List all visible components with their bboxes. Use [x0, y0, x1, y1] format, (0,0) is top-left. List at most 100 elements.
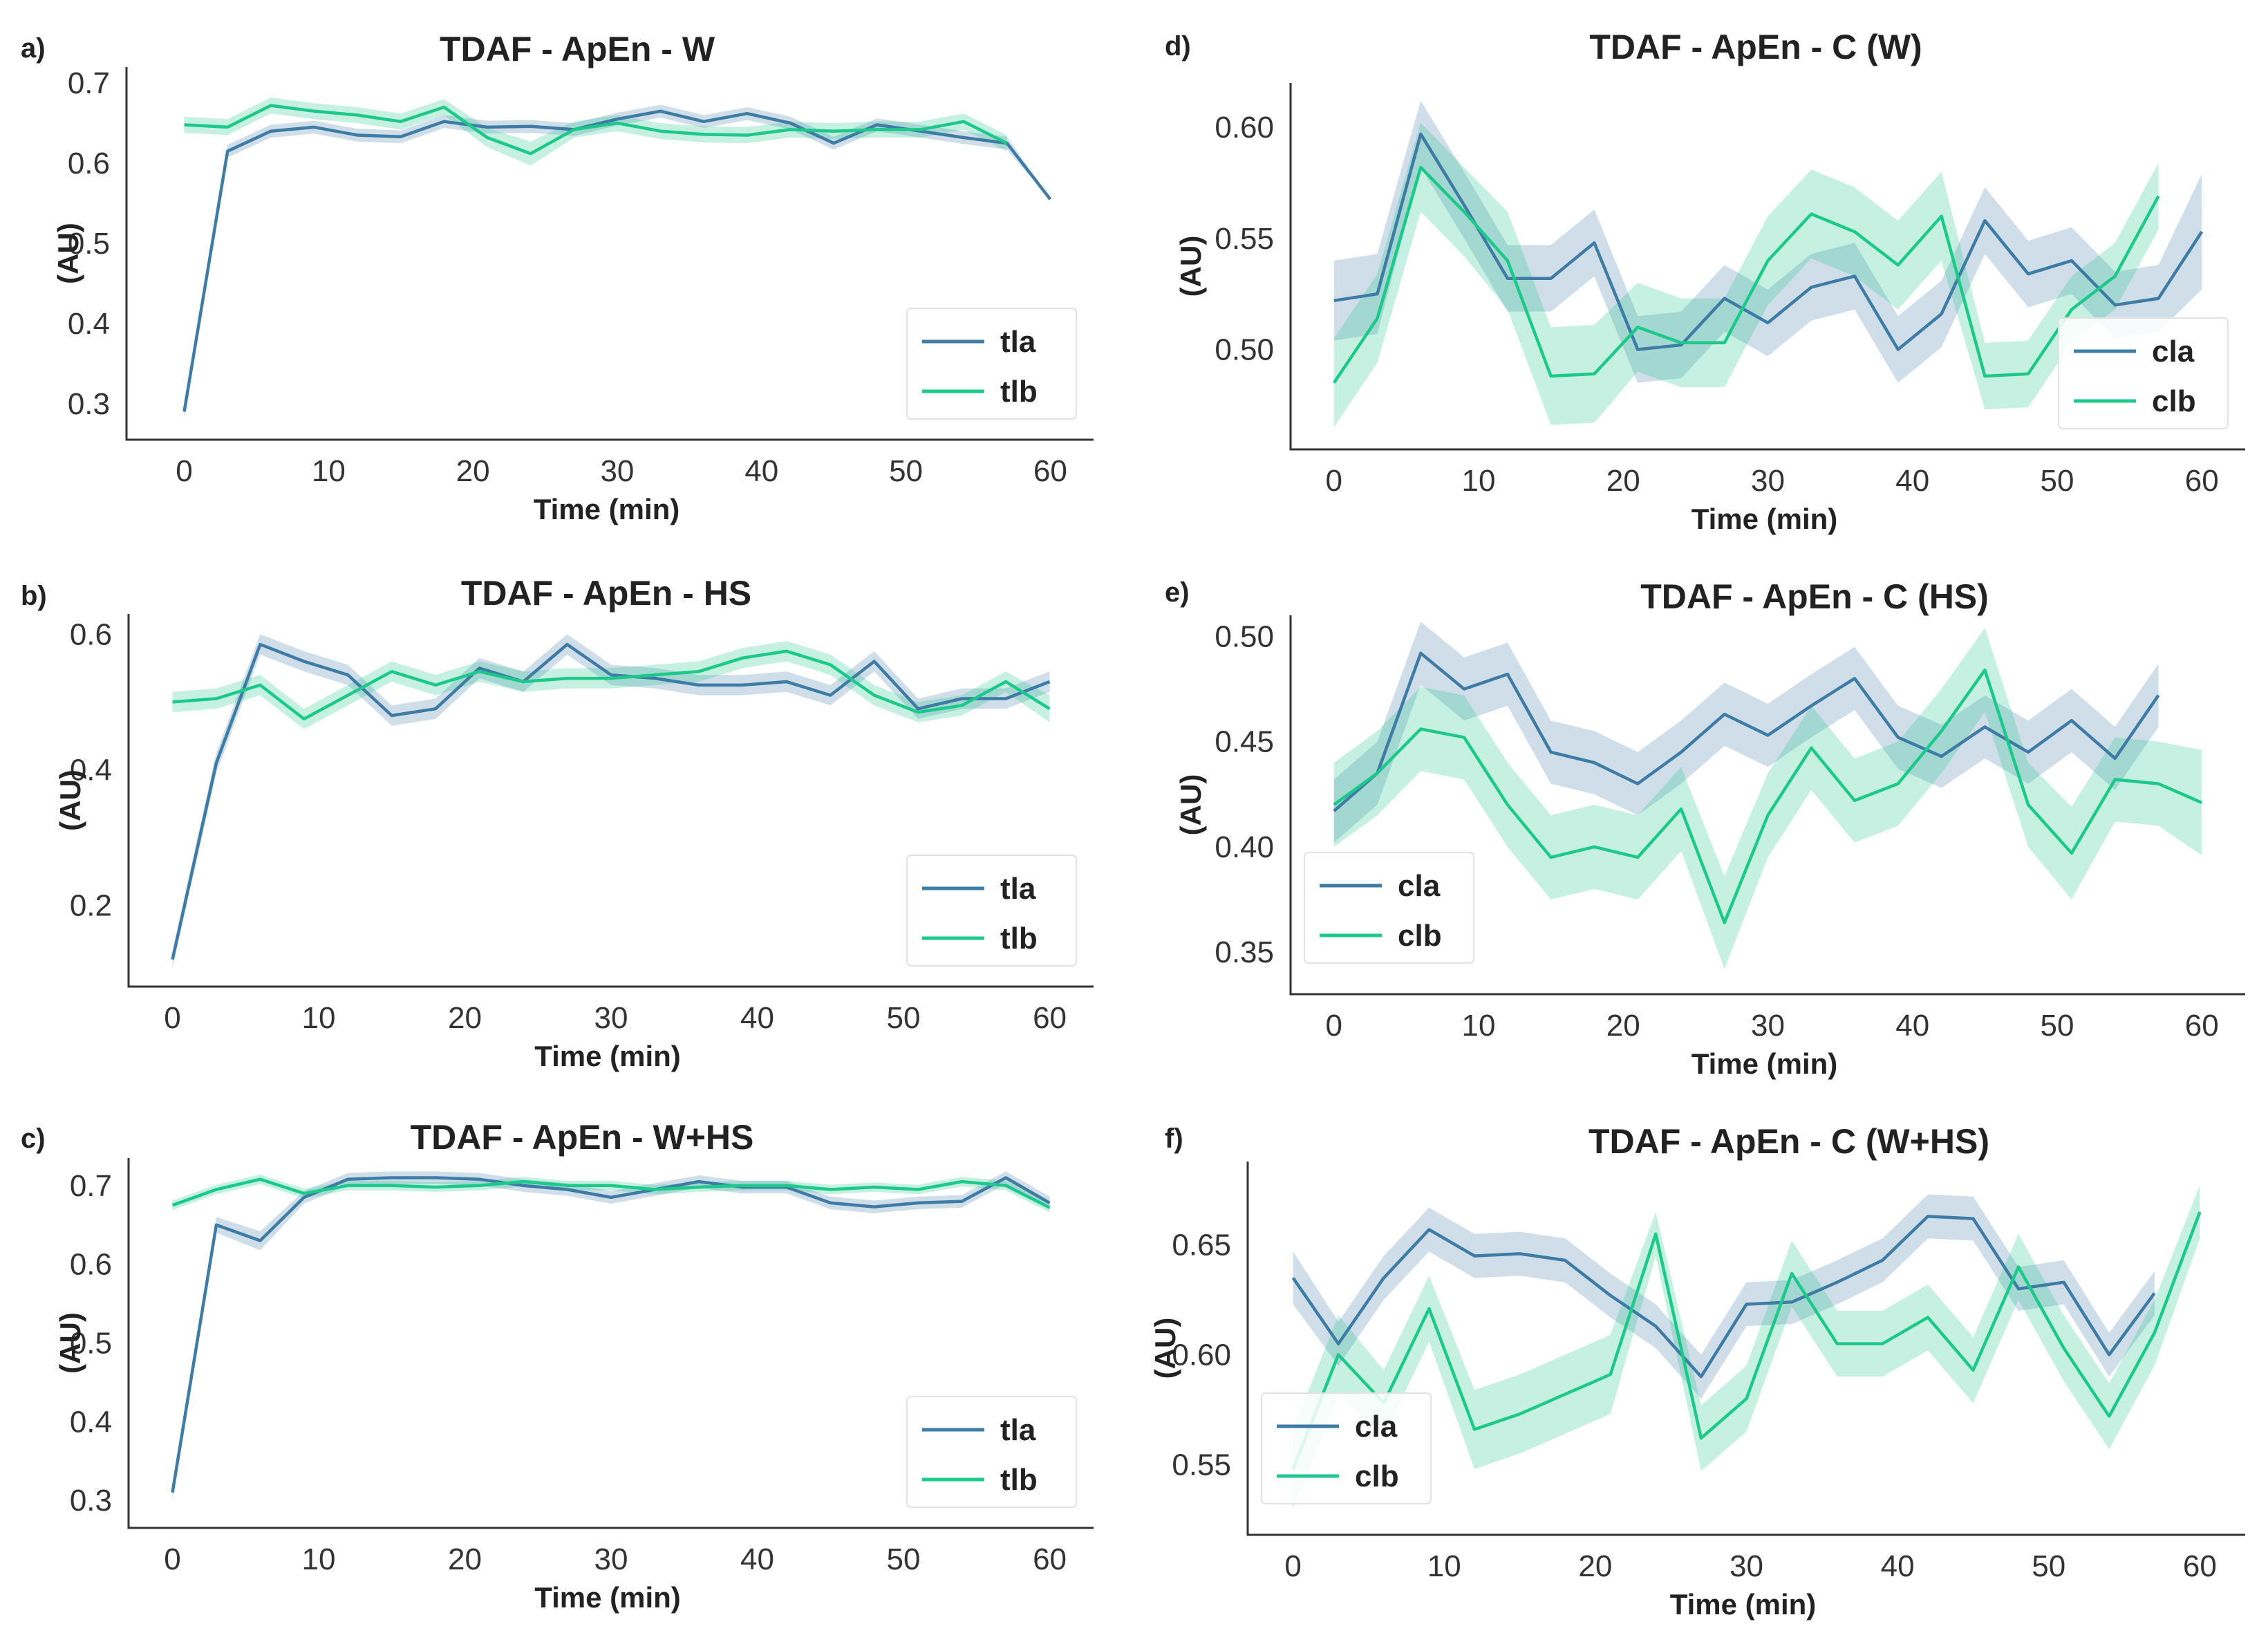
panel-f-xtick-label: 40 [1881, 1549, 1915, 1583]
panel-d-xtick-label: 40 [1895, 464, 1929, 498]
panel-a-ylabel: (AU) [52, 223, 84, 284]
panel-a-legend-frame [906, 308, 1077, 420]
panel-e-ytick-label: 0.45 [1215, 725, 1274, 759]
panel-f-cla-band [1293, 1194, 2155, 1399]
panel-d-ytick-label: 0.60 [1215, 111, 1274, 144]
panel-f-xtick-label: 30 [1730, 1549, 1763, 1583]
panel-f-legend-label-cla: cla [1355, 1410, 1398, 1444]
panel-d-title: TDAF - ApEn - C (W) [1589, 28, 1922, 66]
panel-d-legend-label-cla: cla [2152, 335, 2195, 368]
panel-b-legend-label-tla: tla [1000, 872, 1036, 906]
panel-a-ytick-label: 0.5 [68, 227, 110, 261]
panel-f: f) TDAF - ApEn - C (W+HS) 0 10 20 30 40 50 60 0.5… [1149, 1122, 2245, 1621]
panel-e-ytick-label: 0.40 [1215, 830, 1274, 864]
panel-b-tla-line [171, 642, 1051, 960]
panel-e-axes [1289, 615, 2245, 996]
panel-b-xtick-label: 0 [164, 1001, 180, 1035]
panel-b-legend-frame [906, 855, 1077, 967]
panel-f-xtick-label: 50 [2032, 1549, 2065, 1583]
panel-a-ytick-label: 0.4 [68, 307, 110, 341]
panel-e-legend-label-clb: clb [1398, 919, 1442, 953]
panel-b-tlb-line [172, 649, 1051, 721]
panel-c-ytick-label: 0.6 [70, 1248, 112, 1282]
panel-c-title: TDAF - ApEn - W+HS [411, 1118, 754, 1157]
panel-f-letter: f) [1165, 1123, 1183, 1154]
panel-e: e) TDAF - ApEn - C (HS) 0 10 20 30 40 50 60 0.35 0… [1165, 577, 2245, 1080]
panel-a-axes [125, 67, 1094, 441]
panel-f-xtick-label: 60 [2183, 1549, 2217, 1583]
panel-f-ytick-label: 0.60 [1172, 1338, 1231, 1372]
panel-f-xlabel: Time (min) [1670, 1588, 1817, 1621]
panel-c-xtick-label: 10 [301, 1542, 335, 1576]
panel-c-legend-frame [906, 1396, 1077, 1508]
panel-a-ytick-label: 0.7 [68, 66, 110, 100]
panel-b-axes [127, 614, 1094, 988]
panel-b-legend-label-tlb: tlb [1000, 922, 1038, 955]
panel-c-xtick-label: 20 [448, 1542, 482, 1576]
panel-a-xtick-label: 60 [1033, 454, 1067, 488]
panel-c-ytick-label: 0.4 [70, 1405, 112, 1439]
panel-d-xtick-label: 0 [1326, 464, 1342, 498]
panel-b-letter: b) [21, 581, 47, 611]
panel-f-clb-band [1293, 1185, 2200, 1509]
panel-a-xtick-label: 0 [176, 454, 192, 488]
panel-c-letter: c) [21, 1123, 46, 1154]
panel-c-xtick-label: 60 [1033, 1542, 1067, 1576]
panel-f-xtick-label: 0 [1284, 1549, 1301, 1583]
panel-e-cla-band [1333, 622, 2159, 843]
panel-b-ytick-label: 0.6 [70, 617, 112, 651]
panel-b-tlb-band [172, 641, 1050, 729]
panel-b-legend: tla tlb [906, 855, 1077, 967]
panel-b-xtick-label: 10 [301, 1001, 335, 1035]
panel-d-axes [1289, 83, 2245, 451]
panel-d-ylabel: (AU) [1174, 236, 1207, 297]
panel-e-xtick-label: 60 [2185, 1009, 2219, 1043]
panel-c-legend-label-tlb: tlb [1000, 1463, 1038, 1497]
panel-d-xtick-label: 60 [2185, 464, 2219, 498]
panel-e-xtick-label: 50 [2041, 1009, 2074, 1043]
panel-d-xtick-label: 10 [1462, 464, 1496, 498]
panel-d-clb-line [1332, 165, 2160, 384]
panel-e-clb-band [1333, 628, 2202, 969]
panel-a-title: TDAF - ApEn - W [440, 30, 715, 68]
panel-a-xtick-label: 30 [600, 454, 634, 488]
panel-b-ylabel: (AU) [54, 769, 86, 831]
panel-f-title: TDAF - ApEn - C (W+HS) [1588, 1122, 1989, 1161]
panel-e-legend: cla clb [1304, 852, 1474, 964]
panel-b-xtick-label: 20 [448, 1001, 482, 1035]
panel-c-xtick-label: 0 [164, 1542, 180, 1576]
panel-a-legend-label-tlb: tlb [1000, 375, 1038, 409]
panel-d-xtick-label: 20 [1606, 464, 1640, 498]
panel-c-xtick-label: 30 [594, 1542, 628, 1576]
panel-f-legend-label-clb: clb [1355, 1459, 1399, 1493]
panel-a-tlb-band [184, 97, 1007, 166]
panel-e-title: TDAF - ApEn - C (HS) [1640, 577, 1989, 616]
panel-a-ytick-label: 0.6 [68, 147, 110, 180]
panel-e-xtick-label: 0 [1326, 1009, 1342, 1043]
panel-f-ylabel: (AU) [1149, 1318, 1181, 1379]
panel-a-legend: tla tlb [906, 308, 1077, 420]
panel-b-ytick-label: 0.2 [70, 888, 112, 922]
panel-a: a) TDAF - ApEn - W 0 10 20 30 40 50 60 0.3 0.4 0.5 0… [21, 30, 1094, 525]
panel-b-xtick-label: 50 [887, 1001, 921, 1035]
panel-d: d) TDAF - ApEn - C (W) 0 10 20 30 40 50 60 0.50 0.… [1165, 28, 2245, 535]
panel-c-legend: tla tlb [906, 1396, 1077, 1508]
panel-c-xtick-label: 40 [740, 1542, 774, 1576]
panel-e-legend-label-cla: cla [1398, 869, 1441, 903]
panel-a-xtick-label: 20 [456, 454, 490, 488]
panel-f-xtick-label: 20 [1578, 1549, 1612, 1583]
panel-d-legend-label-clb: clb [2152, 384, 2196, 418]
panel-c-tla-band [172, 1171, 1050, 1501]
panel-e-xtick-label: 10 [1462, 1009, 1496, 1043]
panel-e-clb-line [1333, 668, 2203, 924]
panel-c-ylabel: (AU) [54, 1312, 86, 1374]
panel-c-axes [127, 1158, 1094, 1529]
panel-c-xtick-label: 50 [887, 1542, 921, 1576]
panel-d-xlabel: Time (min) [1691, 503, 1838, 535]
panel-c-ytick-label: 0.5 [70, 1327, 112, 1361]
panel-f-legend-frame [1261, 1392, 1432, 1504]
panel-a-xtick-label: 50 [889, 454, 923, 488]
panel-f-ytick-label: 0.65 [1172, 1229, 1231, 1262]
panel-c-legend-label-tla: tla [1000, 1413, 1036, 1447]
